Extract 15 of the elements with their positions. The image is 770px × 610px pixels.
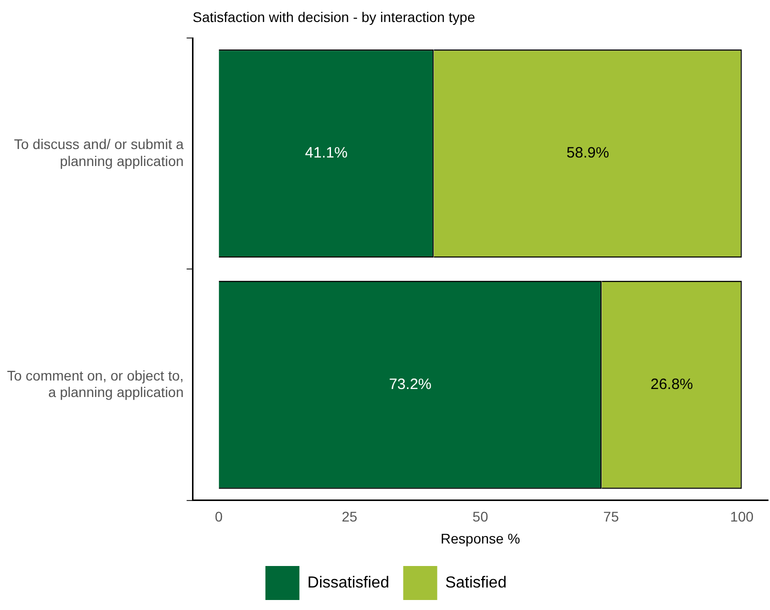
x-axis-title: Response % [440,530,520,546]
x-tick-label: 100 [730,508,754,525]
data-label: 41.1% [305,144,348,162]
x-tick-label: 50 [472,508,488,525]
legend-label: Satisfied [445,574,507,592]
legend-label: Dissatisfied [307,574,390,592]
chart-title: Satisfaction with decision - by interaction type [192,8,476,25]
x-tick-label: 75 [603,508,620,525]
x-tick-label: 25 [342,508,358,525]
y-tick-label: To discuss and/ or submit a planning application [14,136,184,169]
data-label: 73.2% [388,376,432,393]
data-label: 58.9% [566,144,610,162]
y-tick-label: To comment on, or object to, a planning application [7,367,184,400]
x-tick-label: 0 [214,508,223,525]
data-label: 26.8% [650,376,694,393]
